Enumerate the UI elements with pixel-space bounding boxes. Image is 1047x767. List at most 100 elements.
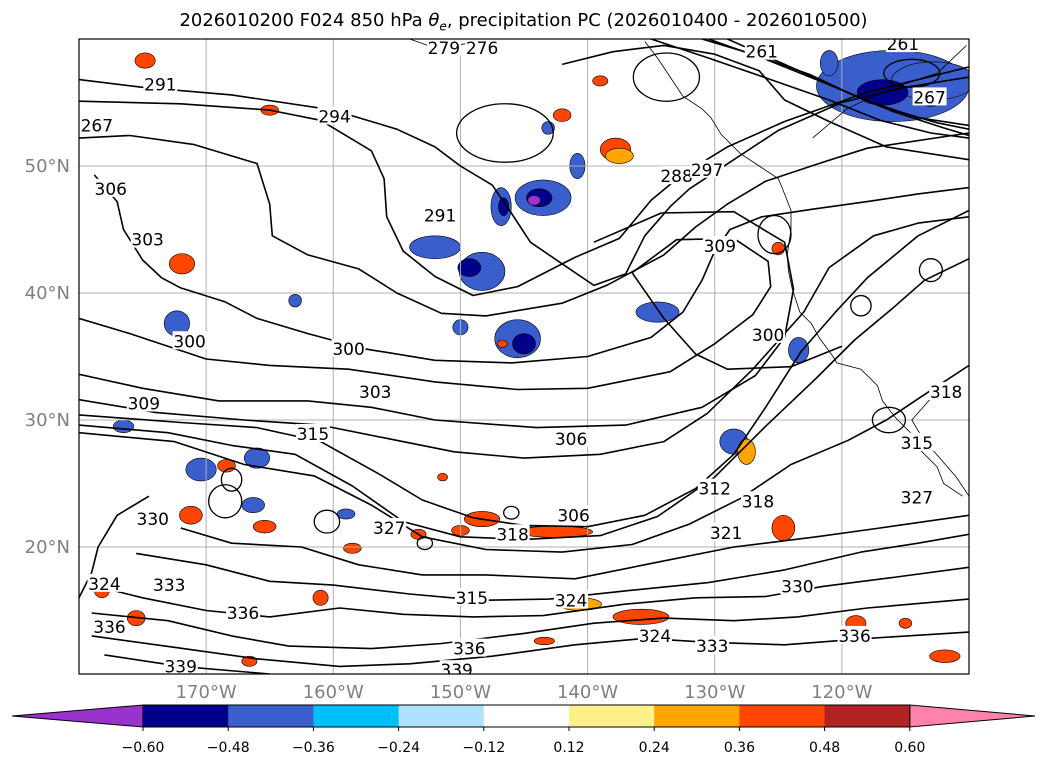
theta-e-closed-contour	[883, 58, 941, 88]
theta-e-closed-contour	[632, 52, 701, 102]
precip-region	[437, 473, 449, 482]
theta-e-closed-contour	[757, 214, 792, 255]
precip-region	[336, 508, 356, 520]
contour-label-bg	[126, 393, 161, 412]
contour-label-bg	[740, 491, 775, 510]
precip-region	[929, 649, 961, 663]
theta-e-contour	[561, 44, 969, 161]
chart-title: 2026010200 F024 850 hPa θe, precipitatio…	[179, 10, 868, 34]
precip-region	[771, 514, 796, 541]
precip-region	[312, 589, 329, 606]
contour-label-bg	[780, 576, 815, 595]
colorbar-segment	[483, 705, 570, 727]
precip-region	[113, 419, 134, 433]
contour-label: 324	[555, 591, 587, 611]
lon-tick-label: 140°W	[557, 682, 618, 703]
contour-label: 267	[81, 116, 113, 136]
contour-label-bg	[899, 487, 934, 506]
theta-e-contour	[79, 364, 969, 553]
contour-label: 306	[95, 180, 127, 200]
precip-region	[343, 542, 362, 554]
theta-e-closed-contour	[455, 103, 554, 163]
theta-e-contour	[91, 631, 969, 668]
contour-label: 333	[696, 637, 728, 657]
precip-region	[552, 108, 572, 122]
contour-label: 321	[710, 524, 742, 544]
contour-label: 339	[440, 661, 472, 681]
lon-tick-label: 120°W	[811, 682, 872, 703]
colorbar-segment	[739, 705, 826, 727]
theta-e-contour	[136, 533, 969, 602]
contour-label: 336	[838, 627, 870, 647]
contour-label-bg	[130, 229, 165, 248]
contour-label-bg	[426, 39, 461, 56]
contour-label-bg	[226, 603, 261, 622]
colorbar-tick-label: 0.48	[809, 740, 840, 756]
precip-region	[592, 75, 609, 87]
contour-label-bg	[659, 166, 694, 185]
contour-label: 336	[453, 640, 485, 660]
theta-e-contour	[93, 174, 969, 364]
contour-label: 333	[153, 576, 185, 596]
contour-label-bg	[152, 575, 187, 594]
contour-label: 327	[373, 519, 405, 539]
colorbar-segment	[398, 705, 485, 727]
contour-label-bg	[454, 587, 489, 606]
contour-label: 330	[781, 577, 813, 597]
contour-label-bg	[92, 617, 127, 636]
precip-region	[168, 253, 196, 275]
colorbar-segment	[654, 705, 740, 727]
theta-e-closed-contour	[313, 509, 341, 534]
contour-label-bg	[690, 159, 725, 178]
contour-label-bg	[912, 87, 947, 106]
colorbar-segment	[228, 705, 314, 727]
contour-label: 330	[137, 510, 169, 530]
precip-region	[533, 636, 555, 646]
theta-e-contour	[180, 514, 969, 580]
contour-label: 276	[466, 39, 498, 59]
contour-label-bg	[93, 178, 128, 197]
colorbar-tick-label: 0.60	[894, 740, 925, 756]
axis-tick-labels: 170°W 160°W 150°W 140°W 130°W 120°W 50°N 40°N 30…	[25, 156, 873, 703]
precip-region	[409, 235, 461, 260]
precip-region	[605, 147, 634, 164]
theta-e-contour	[79, 132, 969, 317]
contour-label: 318	[496, 525, 528, 545]
lon-tick-label: 150°W	[430, 682, 491, 703]
contour-label-bg	[295, 423, 330, 442]
precip-region	[179, 506, 203, 525]
contour-label: 297	[691, 161, 723, 181]
precip-region	[252, 520, 277, 534]
theta-e-closed-contour	[503, 505, 520, 520]
theta-e-contour	[650, 39, 969, 139]
contour-label: 294	[318, 107, 350, 127]
contour-label: 279	[428, 39, 460, 59]
precip-region	[496, 339, 508, 348]
lon-tick-label: 170°W	[176, 682, 237, 703]
lat-tick-label: 20°N	[25, 537, 70, 558]
theta-e-contour	[727, 39, 969, 137]
colorbar-tick-label: 0.12	[553, 740, 584, 756]
contour-label: 300	[752, 326, 784, 346]
theta-e-contour	[79, 257, 969, 541]
contour-label-bg	[929, 382, 964, 401]
contour-label-bg	[163, 656, 198, 674]
contour-label: 261	[887, 35, 919, 55]
contour-label-bg	[709, 523, 744, 542]
theta-e-closed-contour	[918, 258, 943, 283]
coastline	[644, 41, 963, 497]
precip-region	[457, 258, 482, 277]
theta-e-contour	[91, 598, 969, 650]
contour-label-bg	[554, 429, 589, 448]
contour-label: 324	[639, 627, 671, 647]
colorbar-tick-label: −0.12	[462, 740, 505, 756]
theta-e-closed-contour	[220, 467, 243, 492]
precip-region	[243, 447, 271, 469]
precip-region	[612, 608, 670, 625]
theta-e-closed-contour	[208, 484, 243, 519]
contour-label-bg	[331, 338, 366, 357]
contour-label-bg	[423, 205, 458, 224]
contour-label: 267	[913, 88, 945, 108]
